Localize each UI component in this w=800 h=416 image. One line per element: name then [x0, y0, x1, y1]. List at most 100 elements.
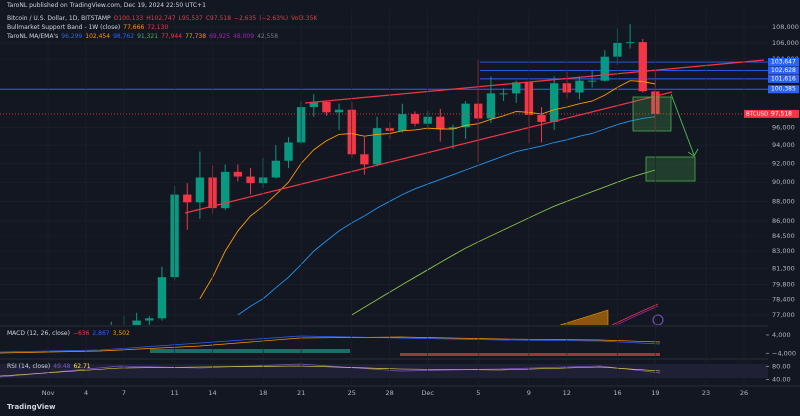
- candle-body: [587, 80, 597, 82]
- y-tick-label: −4,000: [772, 349, 796, 357]
- x-tick-label: 16: [613, 389, 621, 397]
- candle-body: [157, 277, 167, 319]
- candle-body: [322, 101, 331, 113]
- candle-body: [221, 171, 230, 209]
- candle-body: [625, 42, 635, 44]
- y-tick-label: 106,000: [772, 39, 799, 47]
- candle-body: [448, 127, 458, 130]
- candle-body: [233, 171, 243, 177]
- ohlc-value: O100,133: [113, 15, 144, 22]
- y-tick-label: 88,000: [772, 197, 795, 205]
- trendline: [304, 59, 765, 104]
- candle-body: [600, 56, 609, 81]
- x-tick-label: 19: [651, 389, 659, 397]
- rsi-ma: [0, 365, 661, 377]
- ohlc-value: −2,635: [234, 15, 257, 22]
- ohlc-value: L95,537: [178, 15, 203, 22]
- y-tick-label: 81,300: [772, 265, 795, 273]
- arrow: [670, 93, 695, 156]
- indicator-value: 42,558: [257, 33, 279, 40]
- x-tick-label: 28: [386, 389, 394, 397]
- candle-body: [537, 114, 546, 122]
- candle-body: [486, 93, 496, 119]
- y-tick-label: 79,800: [772, 281, 795, 289]
- candle-body: [410, 114, 420, 124]
- x-tick-label: 25: [348, 389, 356, 397]
- y-tick-label: 86,000: [772, 217, 795, 225]
- ticker-label: BTCUSD: [746, 111, 768, 117]
- ohlc-value: H102,747: [146, 15, 176, 22]
- macd-value: 3,502: [112, 330, 130, 337]
- candle-body: [309, 101, 318, 108]
- publisher: TaroNL published on TradingView.com, Dec…: [7, 2, 209, 10]
- y-tick-label: 78,400: [772, 296, 795, 304]
- target-box: [645, 156, 696, 182]
- candle-body: [284, 142, 293, 161]
- symbol-legend: Bitcoin / U.S. Dollar, 1D, BITSTAMP O100,…: [7, 15, 323, 23]
- y-tick-label: 84,500: [772, 232, 795, 240]
- y-tick-label: 80.00: [772, 363, 791, 371]
- projection: [611, 303, 659, 325]
- x-tick-label: 5: [476, 389, 480, 397]
- level-tag: [768, 85, 799, 94]
- level-tag: [768, 74, 799, 83]
- indicator-value: 72,130: [147, 24, 169, 31]
- drawings: [184, 59, 765, 325]
- add-button[interactable]: [652, 314, 664, 325]
- arrow-head: [687, 148, 699, 157]
- indicator-name: TaroNL MA/EMA's: [7, 33, 59, 40]
- level-label: 102,628: [771, 67, 796, 74]
- candle-body: [436, 116, 445, 130]
- x-tick-label: 9: [527, 389, 531, 397]
- ticker-tag: [744, 109, 768, 118]
- candle-body: [638, 42, 647, 92]
- candle-body: [398, 114, 407, 131]
- x-tick-label: 26: [740, 389, 748, 397]
- indicator-name: MACD (12, 26, close): [7, 330, 70, 337]
- candle-body: [372, 128, 382, 165]
- price-tag: [768, 109, 799, 118]
- price-pane: [0, 23, 768, 325]
- candle-body: [183, 194, 192, 203]
- signal-line: [0, 336, 661, 354]
- moving-average: [237, 116, 656, 316]
- candle-body: [360, 154, 369, 165]
- y-tick-label: 92,000: [772, 159, 795, 167]
- candle-body: [132, 320, 141, 325]
- y-tick-label: 4,000: [772, 331, 791, 339]
- y-tick-label: 40.00: [772, 376, 791, 384]
- indicator-value: 69,925: [209, 33, 231, 40]
- indicator-value: 96,299: [61, 33, 83, 40]
- y-tick-label: 96,000: [772, 123, 795, 131]
- indicator-legend: TaroNL MA/EMA's 96,299 102,454 98,762 91,321…: [7, 33, 281, 41]
- indicator-value: 77,666: [123, 24, 145, 31]
- indicator-legend: Bullmarket Support Band - 1W (close) 77,6…: [7, 24, 171, 32]
- x-tick-label: 18: [259, 389, 267, 397]
- symbol: Bitcoin / U.S. Dollar, 1D, BITSTAMP: [7, 15, 111, 22]
- x-tick-label: 14: [208, 389, 216, 397]
- y-tick-label: 108,000: [772, 23, 799, 31]
- macd-value: −636: [72, 330, 90, 337]
- candle-body: [334, 109, 344, 113]
- candle-body: [145, 318, 154, 321]
- indicator-value: 98,762: [113, 33, 135, 40]
- candle-body: [575, 80, 584, 93]
- rsi-legend: RSI (14, close) 49.48 62.71: [7, 363, 94, 371]
- candle-body: [461, 103, 470, 128]
- x-tick-label: 4: [84, 389, 88, 397]
- target-box: [632, 96, 672, 132]
- ohlc-value: (−2.63%): [259, 15, 289, 22]
- level-label: 103,647: [771, 59, 796, 66]
- level-label: 100,385: [771, 86, 796, 93]
- rsi-pane: [0, 363, 768, 378]
- y-tick-label: 77,000: [772, 311, 795, 319]
- price-label: 97,518: [771, 110, 792, 117]
- ohlc-value: Vol3.35K: [291, 15, 318, 22]
- macd-line: [0, 335, 661, 353]
- ohlc-value: C97,518: [205, 15, 232, 22]
- x-tick-label: 11: [170, 389, 178, 397]
- level-tag: [768, 66, 799, 75]
- brand: TradingView: [7, 403, 59, 411]
- rsi-value: 49.48: [53, 363, 71, 370]
